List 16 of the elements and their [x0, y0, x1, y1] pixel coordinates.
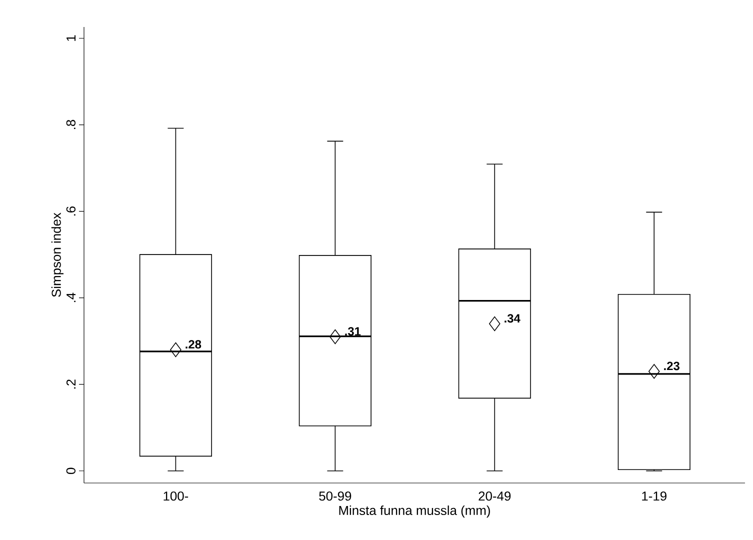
x-tick-label: 20-49: [478, 491, 511, 501]
y-axis-title: Simpson index: [51, 212, 64, 297]
x-tick-label: 50-99: [319, 491, 352, 501]
y-tick-label: .8: [66, 120, 76, 129]
y-tick-label: 0: [66, 468, 76, 474]
y-tick-label: .4: [66, 292, 76, 302]
y-tick-label: .2: [66, 380, 76, 389]
x-axis-title: Minsta funna mussla (mm): [339, 506, 490, 518]
annotation: .23: [664, 362, 680, 370]
x-tick-label: 1-19: [642, 491, 666, 501]
y-tick-label: 1: [66, 35, 76, 41]
annotation: .31: [345, 327, 361, 336]
x-tick-label: 100-: [164, 491, 188, 501]
annotation: .28: [186, 340, 202, 349]
annotation: .34: [504, 314, 520, 323]
y-tick-label: .6: [66, 206, 76, 216]
